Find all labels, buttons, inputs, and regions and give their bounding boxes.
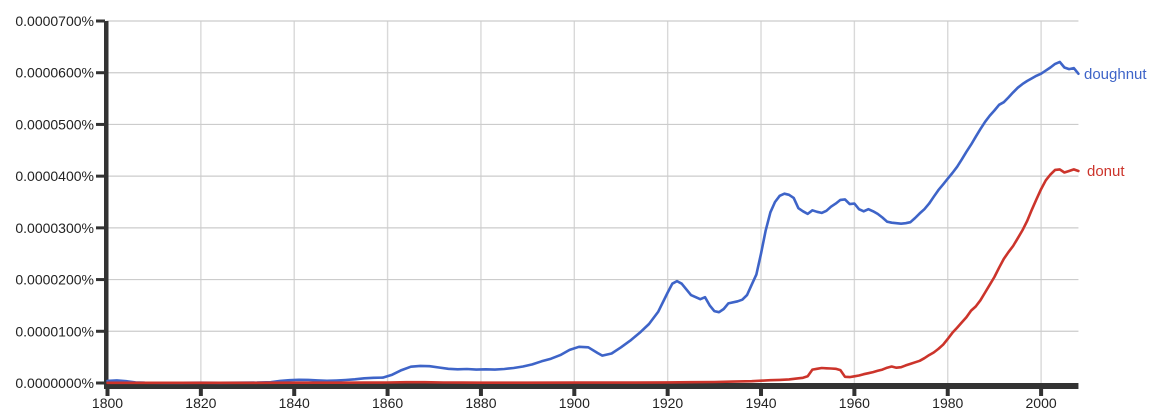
series-label-donut[interactable]: donut <box>1087 163 1125 180</box>
y-axis-label: 0.0000100% <box>15 323 94 339</box>
x-axis-label: 1820 <box>185 395 216 411</box>
x-axis-tick <box>292 389 297 396</box>
x-axis-tick <box>572 389 577 396</box>
x-axis-label: 1920 <box>652 395 683 411</box>
x-axis-tick <box>105 389 110 396</box>
y-axis-line <box>104 21 109 389</box>
y-axis-tick <box>96 71 105 75</box>
x-axis-tick <box>945 389 950 396</box>
x-axis-tick <box>198 389 203 396</box>
y-axis-tick <box>96 122 105 126</box>
x-axis-label: 1960 <box>839 395 870 411</box>
x-axis-tick <box>665 389 670 396</box>
y-axis-label: 0.0000600% <box>15 65 94 81</box>
doughnut-line[interactable] <box>106 60 1080 385</box>
x-axis-label: 1800 <box>92 395 123 411</box>
y-axis-tick <box>96 174 105 178</box>
y-axis-tick <box>96 278 105 282</box>
series-label-doughnut[interactable]: doughnut <box>1084 66 1147 83</box>
x-axis-label: 1880 <box>465 395 496 411</box>
y-axis-tick <box>96 19 105 23</box>
x-axis-label: 1860 <box>372 395 403 411</box>
y-axis-label: 0.0000200% <box>15 272 94 288</box>
x-axis-tick <box>385 389 390 396</box>
y-axis-label: 0.0000300% <box>15 220 94 236</box>
x-axis-tick <box>852 389 857 396</box>
y-axis-label: 0.0000400% <box>15 168 94 184</box>
x-axis-label: 1980 <box>932 395 963 411</box>
x-axis-label: 1900 <box>559 395 590 411</box>
y-axis-label: 0.0000000% <box>15 375 94 391</box>
x-axis-tick <box>478 389 483 396</box>
y-axis-label: 0.0000500% <box>15 116 94 132</box>
x-axis-line <box>104 383 1079 389</box>
y-axis-tick <box>96 329 105 333</box>
x-axis-label: 1940 <box>745 395 776 411</box>
donut-line[interactable] <box>106 168 1080 385</box>
x-axis-tick <box>1039 389 1044 396</box>
y-axis-tick <box>96 226 105 230</box>
x-axis-label: 1840 <box>279 395 310 411</box>
x-axis-tick <box>759 389 764 396</box>
x-axis-label: 2000 <box>1026 395 1057 411</box>
y-axis-label: 0.0000700% <box>15 13 94 29</box>
y-axis-tick <box>96 381 105 385</box>
